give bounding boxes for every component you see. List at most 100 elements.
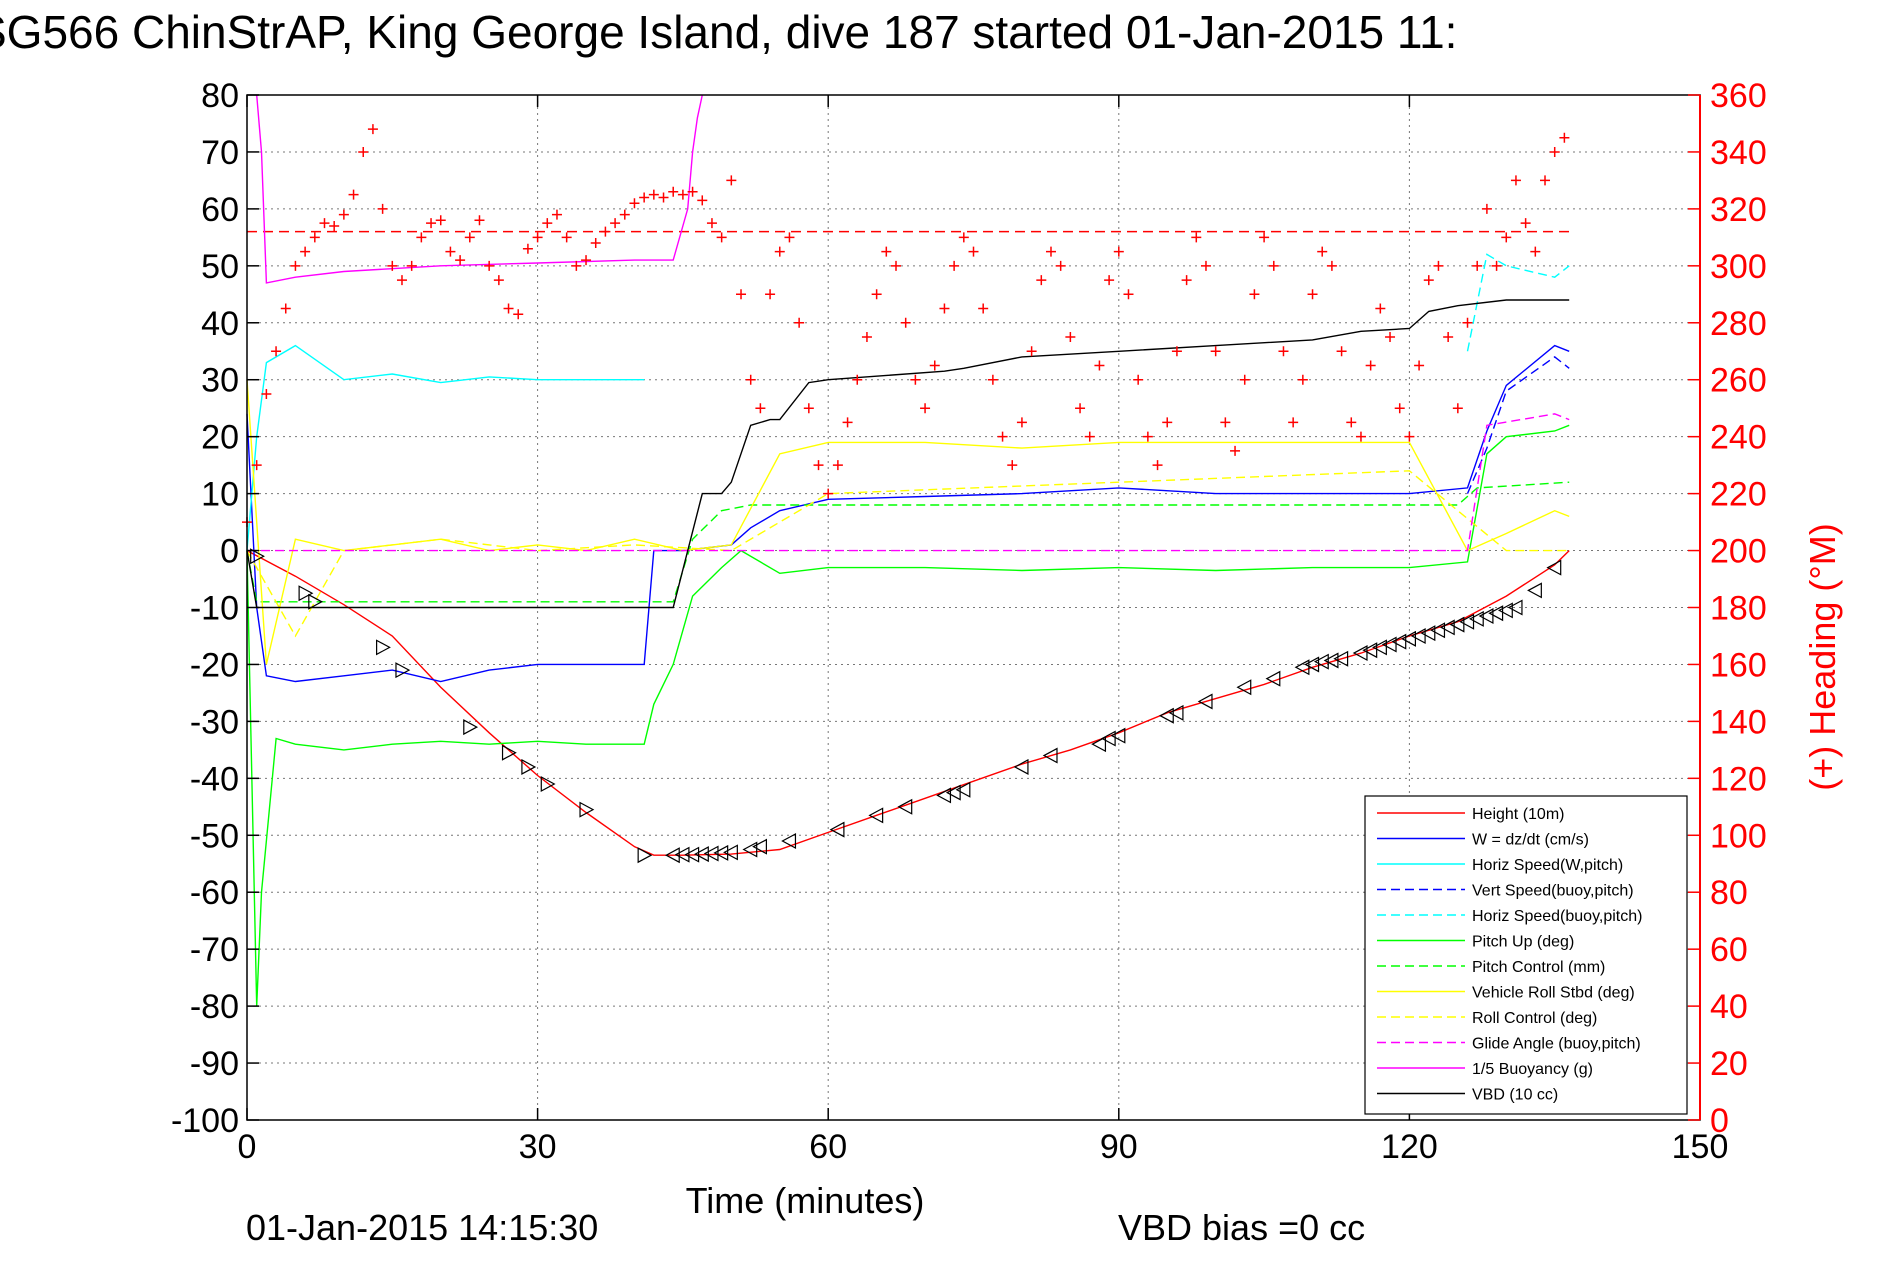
height-marker — [1391, 633, 1407, 650]
height-marker — [1091, 736, 1107, 753]
height-marker — [1100, 730, 1116, 747]
heading-marker — [687, 186, 698, 197]
y-tick-label: -20 — [190, 646, 239, 684]
height-marker — [868, 807, 884, 824]
heading-marker — [1200, 260, 1211, 271]
heading-marker — [1355, 431, 1366, 442]
heading-marker — [522, 243, 533, 254]
series-vbd-10-cc- — [246, 299, 1570, 609]
heading-marker — [464, 232, 475, 243]
heading-marker — [765, 289, 776, 300]
height-marker — [1459, 613, 1475, 630]
heading-marker — [1065, 332, 1076, 343]
height-marker — [1110, 727, 1126, 744]
y-tick-label: 50 — [201, 248, 239, 286]
heading-marker — [261, 388, 272, 399]
height-marker — [1168, 704, 1184, 721]
series-vehicle-roll-stbd-deg- — [246, 379, 1570, 665]
height-marker — [1013, 758, 1029, 775]
height-marker — [945, 784, 961, 801]
height-marker — [1546, 559, 1562, 576]
legend-entry: Vert Speed(buoy,pitch) — [1472, 883, 1634, 900]
heading-marker — [542, 218, 553, 229]
height-marker — [501, 744, 517, 761]
heading-marker — [1501, 232, 1512, 243]
x-tick-label: 150 — [1672, 1128, 1729, 1166]
heading-marker — [1404, 431, 1415, 442]
heading-marker — [1472, 260, 1483, 271]
height-marker — [1352, 645, 1368, 662]
series-pitch-up-deg- — [246, 424, 1570, 1007]
height-marker — [752, 838, 767, 855]
heading-marker — [1443, 332, 1454, 343]
heading-marker — [1549, 146, 1560, 157]
heading-marker — [1317, 246, 1328, 257]
heading-marker — [871, 289, 882, 300]
heading-marker — [852, 374, 863, 385]
heading-marker — [736, 289, 747, 300]
y-right-tick-label: 340 — [1710, 134, 1767, 172]
y-right-tick-label: 20 — [1710, 1045, 1748, 1083]
heading-marker — [1307, 289, 1318, 300]
heading-marker — [426, 218, 437, 229]
y-tick-label: -80 — [190, 988, 239, 1026]
height-marker — [463, 719, 479, 736]
heading-marker — [532, 232, 543, 243]
heading-marker — [891, 260, 902, 271]
heading-marker — [755, 403, 766, 414]
heading-marker — [1346, 417, 1357, 428]
height-marker — [723, 844, 738, 861]
legend-entry: VBD (10 cc) — [1472, 1087, 1558, 1104]
series-line — [246, 344, 1570, 683]
heading-marker — [745, 374, 756, 385]
heading-marker — [1249, 289, 1260, 300]
heading-marker — [648, 189, 659, 200]
heading-marker — [1133, 374, 1144, 385]
heading-marker — [1152, 460, 1163, 471]
height-marker — [1401, 630, 1416, 647]
series-roll-control-deg- — [246, 470, 1570, 638]
heading-marker — [1239, 374, 1250, 385]
heading-marker — [900, 317, 911, 328]
series-pitch-control-mm- — [246, 481, 1570, 603]
heading-marker — [1104, 275, 1115, 286]
heading-marker — [832, 460, 843, 471]
y-tick-label: 80 — [201, 77, 239, 115]
y-right-tick-label: 140 — [1710, 703, 1767, 741]
heading-marker — [493, 275, 504, 286]
heading-marker — [590, 238, 601, 249]
heading-marker — [987, 374, 998, 385]
height-marker — [897, 798, 913, 815]
height-marker — [781, 832, 797, 849]
height-marker — [637, 847, 653, 864]
x-tick-label: 90 — [1100, 1128, 1138, 1166]
series-line — [246, 470, 1570, 638]
heading-marker — [949, 260, 960, 271]
heading-marker — [406, 260, 417, 271]
heading-marker — [1123, 289, 1134, 300]
heading-marker — [1162, 417, 1173, 428]
heading-marker — [929, 360, 940, 371]
heading-marker — [348, 189, 359, 200]
height-marker — [395, 662, 411, 679]
y-tick-label: -40 — [190, 760, 239, 798]
y-tick-label: 70 — [201, 134, 239, 172]
y-tick-label: 10 — [201, 476, 239, 514]
heading-marker — [1559, 132, 1570, 143]
heading-marker — [455, 255, 466, 266]
height-marker — [298, 585, 314, 602]
heading-marker — [1181, 275, 1192, 286]
height-marker — [936, 787, 952, 804]
axes: 0 30 60 90 120 15080706050403020100-10-20-30-… — [171, 77, 1767, 1166]
heading-marker — [309, 232, 320, 243]
series-line — [246, 344, 645, 551]
x-tick-label: 0 — [238, 1128, 257, 1166]
heading-marker — [978, 303, 989, 314]
series-height-markers — [250, 548, 1562, 864]
height-marker — [1333, 650, 1349, 667]
heading-marker — [1297, 374, 1308, 385]
series-height-10m- — [246, 549, 1570, 856]
heading-marker — [416, 232, 427, 243]
x-tick-label: 120 — [1381, 1128, 1438, 1166]
heading-marker — [997, 431, 1008, 442]
